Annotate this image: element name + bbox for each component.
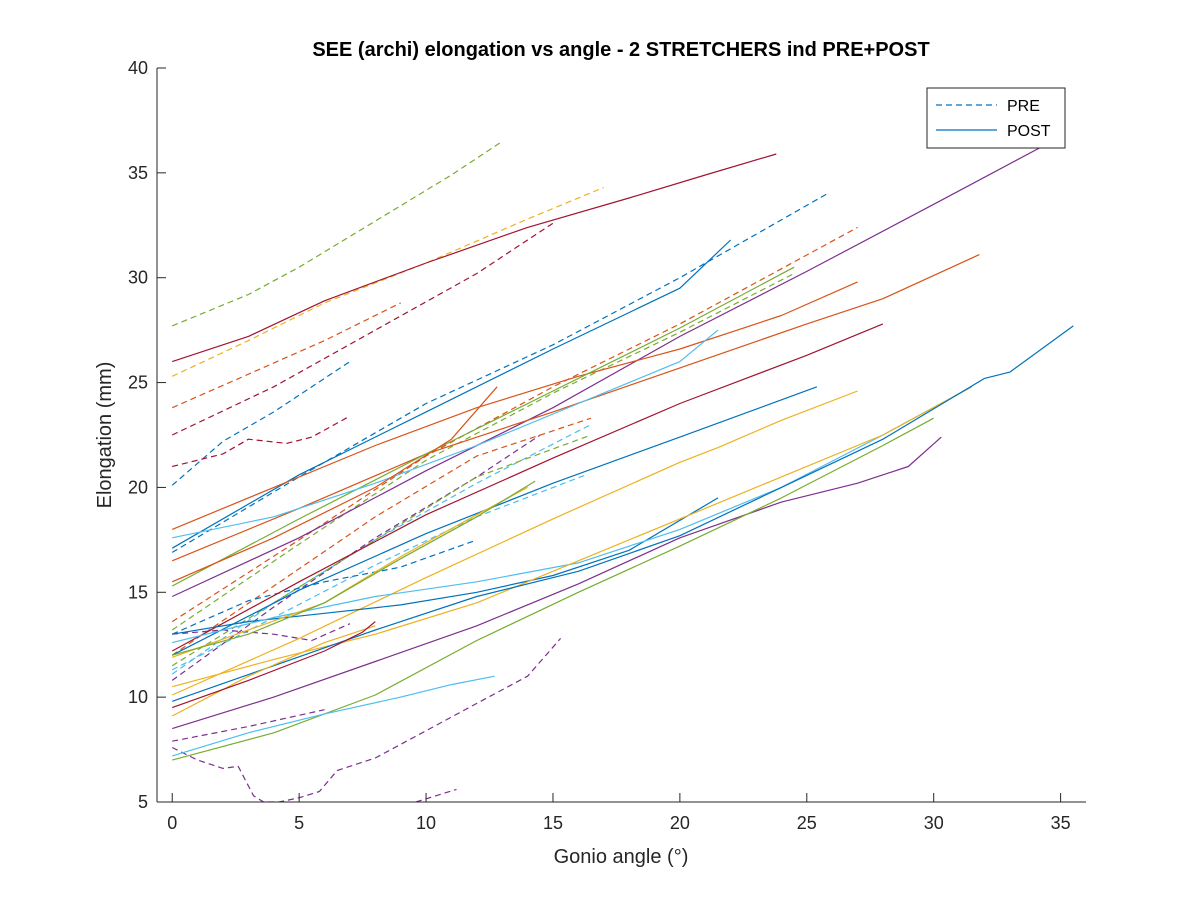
y-tick-label: 20 [128, 477, 148, 497]
x-tick-label: 15 [543, 813, 563, 833]
series-line-19 [415, 788, 457, 802]
series-line-33 [172, 417, 934, 761]
series-line-10 [171, 423, 592, 675]
x-tick-label: 10 [416, 813, 436, 833]
series-line-7 [171, 193, 828, 553]
series-line-41 [172, 480, 536, 656]
series-line-37 [171, 386, 498, 583]
series-line-1 [171, 140, 503, 327]
series-line-40 [171, 621, 376, 709]
legend-label: POST [1007, 123, 1051, 140]
series-line-9 [171, 272, 795, 631]
series-line-16 [172, 709, 325, 742]
series-line-29 [172, 386, 973, 644]
x-axis-label: Gonio angle (°) [554, 846, 689, 868]
series-line-11 [171, 434, 541, 681]
x-tick-label: 0 [167, 813, 177, 833]
series-line-34 [172, 675, 495, 757]
series-line-23 [171, 281, 858, 530]
y-tick-label: 25 [128, 373, 148, 393]
series-line-17 [172, 623, 351, 642]
series-line-18 [171, 638, 562, 802]
y-tick-label: 35 [128, 163, 148, 183]
series-line-32 [172, 436, 942, 730]
series-line-13 [171, 417, 592, 656]
y-tick-label: 10 [128, 687, 148, 707]
series-line-38 [171, 486, 528, 658]
series-line-27 [171, 390, 858, 696]
series-line-2 [171, 186, 604, 377]
series-line-24 [171, 254, 980, 562]
series-line-31 [172, 325, 1074, 702]
series-line-30 [172, 386, 973, 688]
series-line-35 [171, 266, 795, 587]
series-layer [171, 140, 1074, 802]
legend: PRE POST [926, 87, 1066, 149]
series-line-20 [172, 153, 777, 363]
chart-title: SEE (archi) elongation vs angle - 2 STRE… [312, 39, 929, 61]
series-line-8 [171, 226, 858, 623]
series-line-5 [171, 361, 351, 486]
series-line-39 [171, 625, 376, 717]
series-line-6 [172, 415, 351, 468]
series-line-25 [171, 323, 884, 652]
x-tick-label: 25 [797, 813, 817, 833]
series-line-21 [171, 142, 1049, 598]
series-line-3 [171, 302, 401, 409]
x-tick-label: 35 [1051, 813, 1071, 833]
y-axis-label: Elongation (mm) [94, 362, 116, 509]
y-tick-label: 5 [138, 792, 148, 812]
series-line-22 [171, 239, 732, 549]
series-line-4 [171, 222, 554, 436]
x-tick-label: 30 [924, 813, 944, 833]
series-line-36 [172, 329, 719, 539]
legend-box [926, 87, 1066, 149]
x-tick-label: 20 [670, 813, 690, 833]
series-line-15 [171, 539, 478, 635]
y-tick-label: 40 [128, 58, 148, 78]
x-tick-label: 5 [294, 813, 304, 833]
y-tick-label: 15 [128, 582, 148, 602]
y-tick-label: 30 [128, 268, 148, 288]
legend-label: PRE [1007, 98, 1040, 115]
